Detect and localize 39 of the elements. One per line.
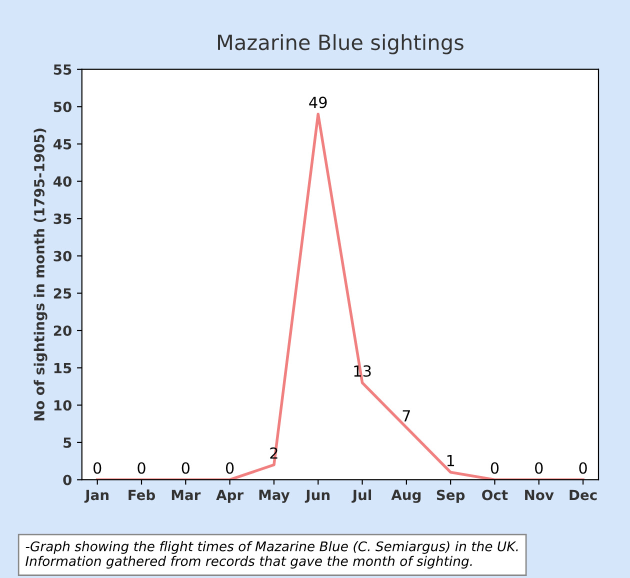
data-label: 0 xyxy=(138,462,146,474)
chart-title: Mazarine Blue sightings xyxy=(218,34,464,54)
y-axis-title: No of sightings in month (1795-1905) xyxy=(34,128,48,420)
y-tick-label: 35 xyxy=(54,214,72,224)
x-tick-label: Oct xyxy=(482,490,508,500)
x-tick-label: Mar xyxy=(172,490,201,500)
x-tick-label: Nov xyxy=(525,490,554,500)
y-tick-label: 55 xyxy=(54,64,72,75)
y-tick-label: 25 xyxy=(54,288,72,299)
data-label: 0 xyxy=(490,462,499,474)
x-tick-label: Apr xyxy=(216,490,244,503)
x-tick-label: May xyxy=(259,490,290,503)
y-tick-label: 0 xyxy=(63,474,72,486)
x-tick-label: Dec xyxy=(570,490,597,500)
text: -Graph showing the flight times of Mazarine Blue (C. Semiargus) in the UK. Information gathered from records that gave the month of sighting. xyxy=(26,541,518,569)
x-tick-label: Sep xyxy=(436,490,465,503)
data-label: 0 xyxy=(535,462,543,474)
x-tick-label: Feb xyxy=(128,489,156,500)
y-tick-label: 5 xyxy=(64,438,72,448)
data-label: 1 xyxy=(447,454,454,466)
y-tick-label: 30 xyxy=(54,250,72,262)
data-label: 2 xyxy=(270,447,278,459)
y-tick-label: 10 xyxy=(54,400,72,411)
data-label: 7 xyxy=(402,410,410,422)
x-tick-label: Jan xyxy=(84,490,108,503)
y-tick-label: 45 xyxy=(53,139,72,150)
x-tick-label: Jun xyxy=(304,490,330,503)
data-label: 0 xyxy=(94,462,102,474)
x-tick-label: Aug xyxy=(391,490,421,503)
data-label: 49 xyxy=(309,96,327,108)
y-tick-label: 40 xyxy=(53,176,72,187)
data-label: 0 xyxy=(226,462,234,474)
y-tick-label: 15 xyxy=(54,362,72,374)
x-tick-label: Jul xyxy=(352,489,372,503)
y-tick-label: 50 xyxy=(54,102,72,112)
data-label: 13 xyxy=(354,365,371,377)
data-label: 0 xyxy=(579,462,587,474)
data-label: 0 xyxy=(182,462,190,474)
y-tick-label: 20 xyxy=(54,325,72,336)
